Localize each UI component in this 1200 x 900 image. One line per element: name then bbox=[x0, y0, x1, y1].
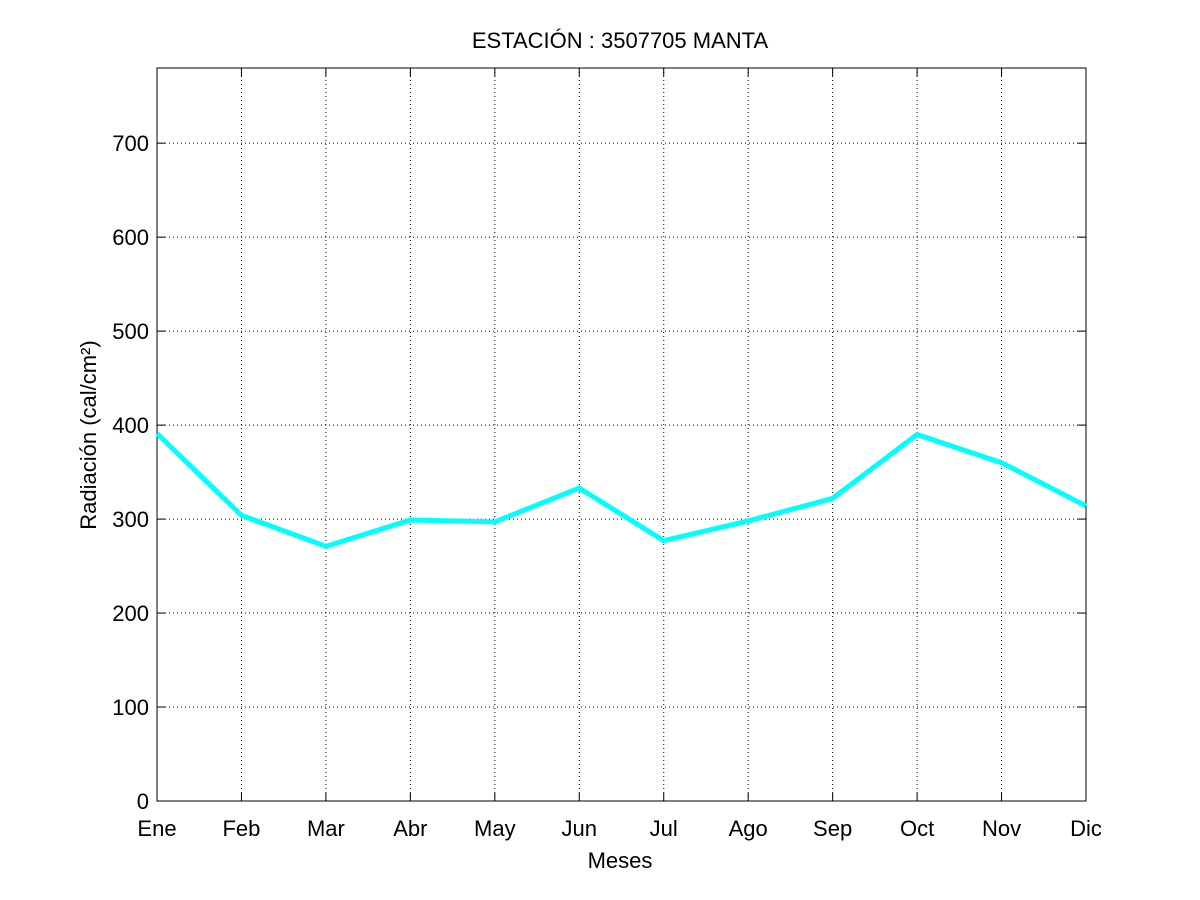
x-tick-labels: Ene Feb Mar Abr May Jun Jul Ago Sep Oct Nov Dic bbox=[137, 816, 1101, 841]
y-tick-label: 100 bbox=[112, 695, 149, 720]
y-tick-label: 300 bbox=[112, 507, 149, 532]
x-tick-label: Feb bbox=[222, 816, 260, 841]
y-axis-title: Radiación (cal/cm²) bbox=[76, 340, 101, 530]
x-axis-title: Meses bbox=[588, 848, 653, 873]
y-tick-label: 500 bbox=[112, 319, 149, 344]
x-tick-label: May bbox=[474, 816, 516, 841]
grid-lines bbox=[157, 68, 1086, 801]
plot-area bbox=[156, 67, 1087, 802]
y-tick-label: 700 bbox=[112, 131, 149, 156]
x-tick-label: Dic bbox=[1070, 816, 1102, 841]
x-tick-label: Jul bbox=[650, 816, 678, 841]
x-tick-label: Nov bbox=[982, 816, 1021, 841]
chart-title: ESTACIÓN : 3507705 MANTA bbox=[472, 28, 769, 53]
series-layer bbox=[155, 431, 1088, 549]
x-tick-label: Ago bbox=[729, 816, 768, 841]
axis-ticks bbox=[156, 68, 1087, 802]
series-line bbox=[155, 431, 1088, 549]
x-tick-label: Oct bbox=[900, 816, 934, 841]
y-tick-label: 600 bbox=[112, 225, 149, 250]
x-tick-label: Sep bbox=[813, 816, 852, 841]
y-tick-label: 200 bbox=[112, 601, 149, 626]
x-tick-label: Mar bbox=[307, 816, 345, 841]
y-tick-label: 400 bbox=[112, 413, 149, 438]
y-tick-label: 0 bbox=[137, 789, 149, 814]
y-tick-labels: 0 100 200 300 400 500 600 700 bbox=[112, 131, 149, 814]
x-tick-label: Abr bbox=[393, 816, 427, 841]
x-tick-label: Jun bbox=[562, 816, 597, 841]
x-tick-label: Ene bbox=[137, 816, 176, 841]
